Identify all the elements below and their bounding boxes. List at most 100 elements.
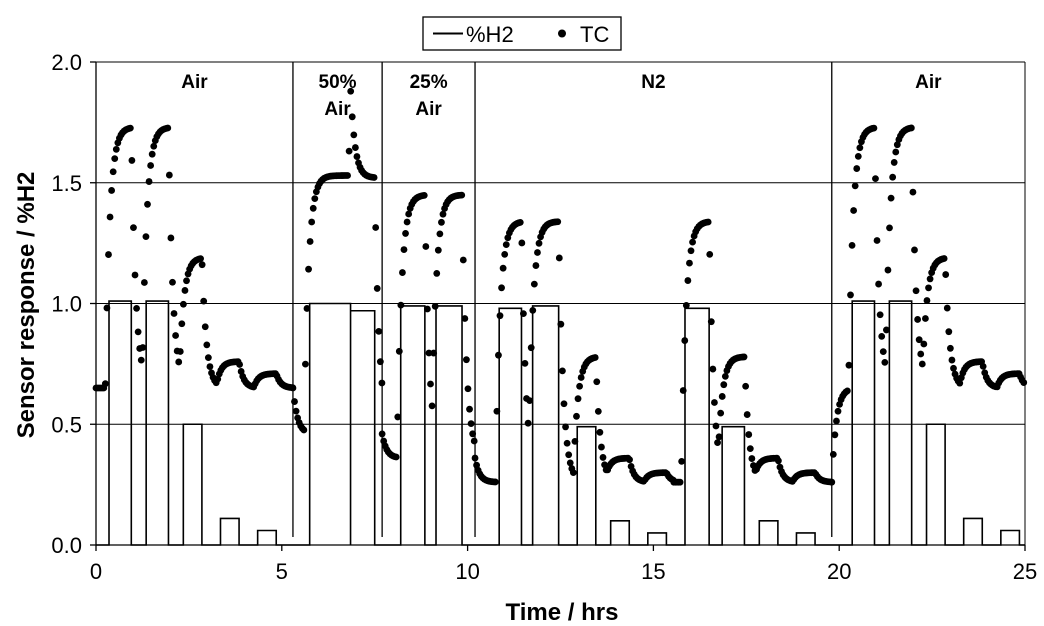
- tc-point: [828, 478, 836, 486]
- tc-point: [203, 341, 211, 349]
- tc-point: [375, 327, 383, 335]
- tc-point: [848, 241, 856, 249]
- tc-point: [956, 379, 964, 387]
- tc-point: [565, 451, 573, 459]
- x-tick-label: 0: [90, 559, 102, 584]
- tc-point: [889, 173, 897, 181]
- tc-point: [469, 430, 477, 438]
- tc-point: [890, 159, 898, 166]
- region-label: 25%: [410, 72, 448, 93]
- tc-point: [596, 428, 604, 436]
- tc-point: [892, 148, 900, 156]
- tc-point: [706, 250, 714, 258]
- tc-point: [470, 437, 478, 445]
- tc-point: [873, 237, 881, 244]
- tc-point: [428, 402, 436, 410]
- tc-point: [854, 152, 862, 160]
- x-tick-label: 5: [276, 559, 288, 584]
- tc-point: [887, 194, 895, 202]
- tc-point: [948, 356, 956, 364]
- tc-point: [521, 360, 529, 367]
- tc-point: [718, 393, 726, 400]
- tc-point: [684, 277, 692, 284]
- tc-point: [915, 336, 923, 344]
- tc-point: [679, 387, 687, 394]
- tc-point: [918, 360, 926, 368]
- tc-point: [439, 210, 447, 218]
- tc-point: [574, 395, 582, 403]
- tc-point: [831, 431, 839, 439]
- tc-point: [594, 408, 602, 415]
- tc-point: [201, 323, 209, 331]
- tc-point: [529, 306, 537, 314]
- tc-point: [942, 271, 950, 278]
- tc-point: [463, 356, 470, 364]
- y-tick-label: 0.0: [51, 533, 82, 558]
- tc-point: [875, 280, 882, 288]
- tc-point: [495, 351, 502, 359]
- tc-point: [308, 218, 316, 226]
- tc-point: [555, 254, 563, 262]
- tc-point: [881, 358, 889, 366]
- tc-point: [292, 407, 300, 415]
- tc-point: [907, 124, 915, 132]
- tc-point: [912, 287, 920, 295]
- tc-point: [137, 356, 145, 364]
- x-tick-label: 15: [641, 559, 665, 584]
- tc-point: [197, 255, 204, 263]
- tc-point: [436, 230, 444, 238]
- tc-point: [554, 218, 562, 226]
- tc-point: [530, 280, 538, 288]
- tc-point: [300, 426, 308, 434]
- tc-point: [459, 256, 467, 264]
- tc-point: [911, 246, 918, 254]
- tc-point: [423, 305, 431, 313]
- tc-point: [164, 124, 172, 132]
- tc-point: [745, 431, 753, 438]
- tc-point: [577, 374, 585, 381]
- tc-point: [1020, 379, 1028, 386]
- tc-point: [940, 255, 948, 262]
- tc-point: [461, 315, 469, 322]
- tc-point: [181, 287, 189, 294]
- tc-point: [834, 407, 842, 415]
- tc-point: [520, 310, 527, 317]
- tc-point: [148, 150, 156, 158]
- tc-point: [378, 379, 386, 387]
- tc-point: [165, 171, 173, 179]
- tc-point: [353, 153, 361, 160]
- tc-point: [434, 246, 442, 254]
- tc-point: [302, 360, 309, 368]
- tc-point: [775, 457, 782, 465]
- tc-point: [176, 348, 184, 355]
- tc-point: [496, 312, 504, 320]
- tc-point: [682, 301, 690, 309]
- tc-point: [395, 347, 403, 355]
- tc-point: [394, 413, 402, 421]
- legend-tc-swatch: [558, 29, 566, 38]
- tc-point: [884, 266, 892, 274]
- tc-point: [172, 332, 180, 339]
- tc-point: [534, 249, 541, 256]
- tc-point: [105, 251, 112, 258]
- tc-point: [142, 233, 150, 241]
- tc-point: [914, 316, 922, 323]
- tc-point: [715, 433, 723, 441]
- tc-point: [518, 239, 526, 247]
- tc-point: [425, 349, 433, 357]
- tc-point: [573, 412, 580, 420]
- tc-point: [498, 284, 505, 292]
- tc-point: [140, 279, 148, 286]
- tc-point: [427, 380, 434, 388]
- tc-point: [742, 382, 750, 390]
- tc-point: [599, 454, 607, 461]
- tc-point: [103, 304, 111, 312]
- tc-point: [139, 344, 147, 351]
- tc-point: [400, 246, 408, 253]
- tc-point: [712, 422, 720, 430]
- tc-point: [502, 241, 510, 249]
- tc-point: [560, 400, 568, 408]
- tc-point: [147, 162, 155, 169]
- tc-point: [109, 168, 117, 176]
- region-label: Air: [915, 72, 942, 93]
